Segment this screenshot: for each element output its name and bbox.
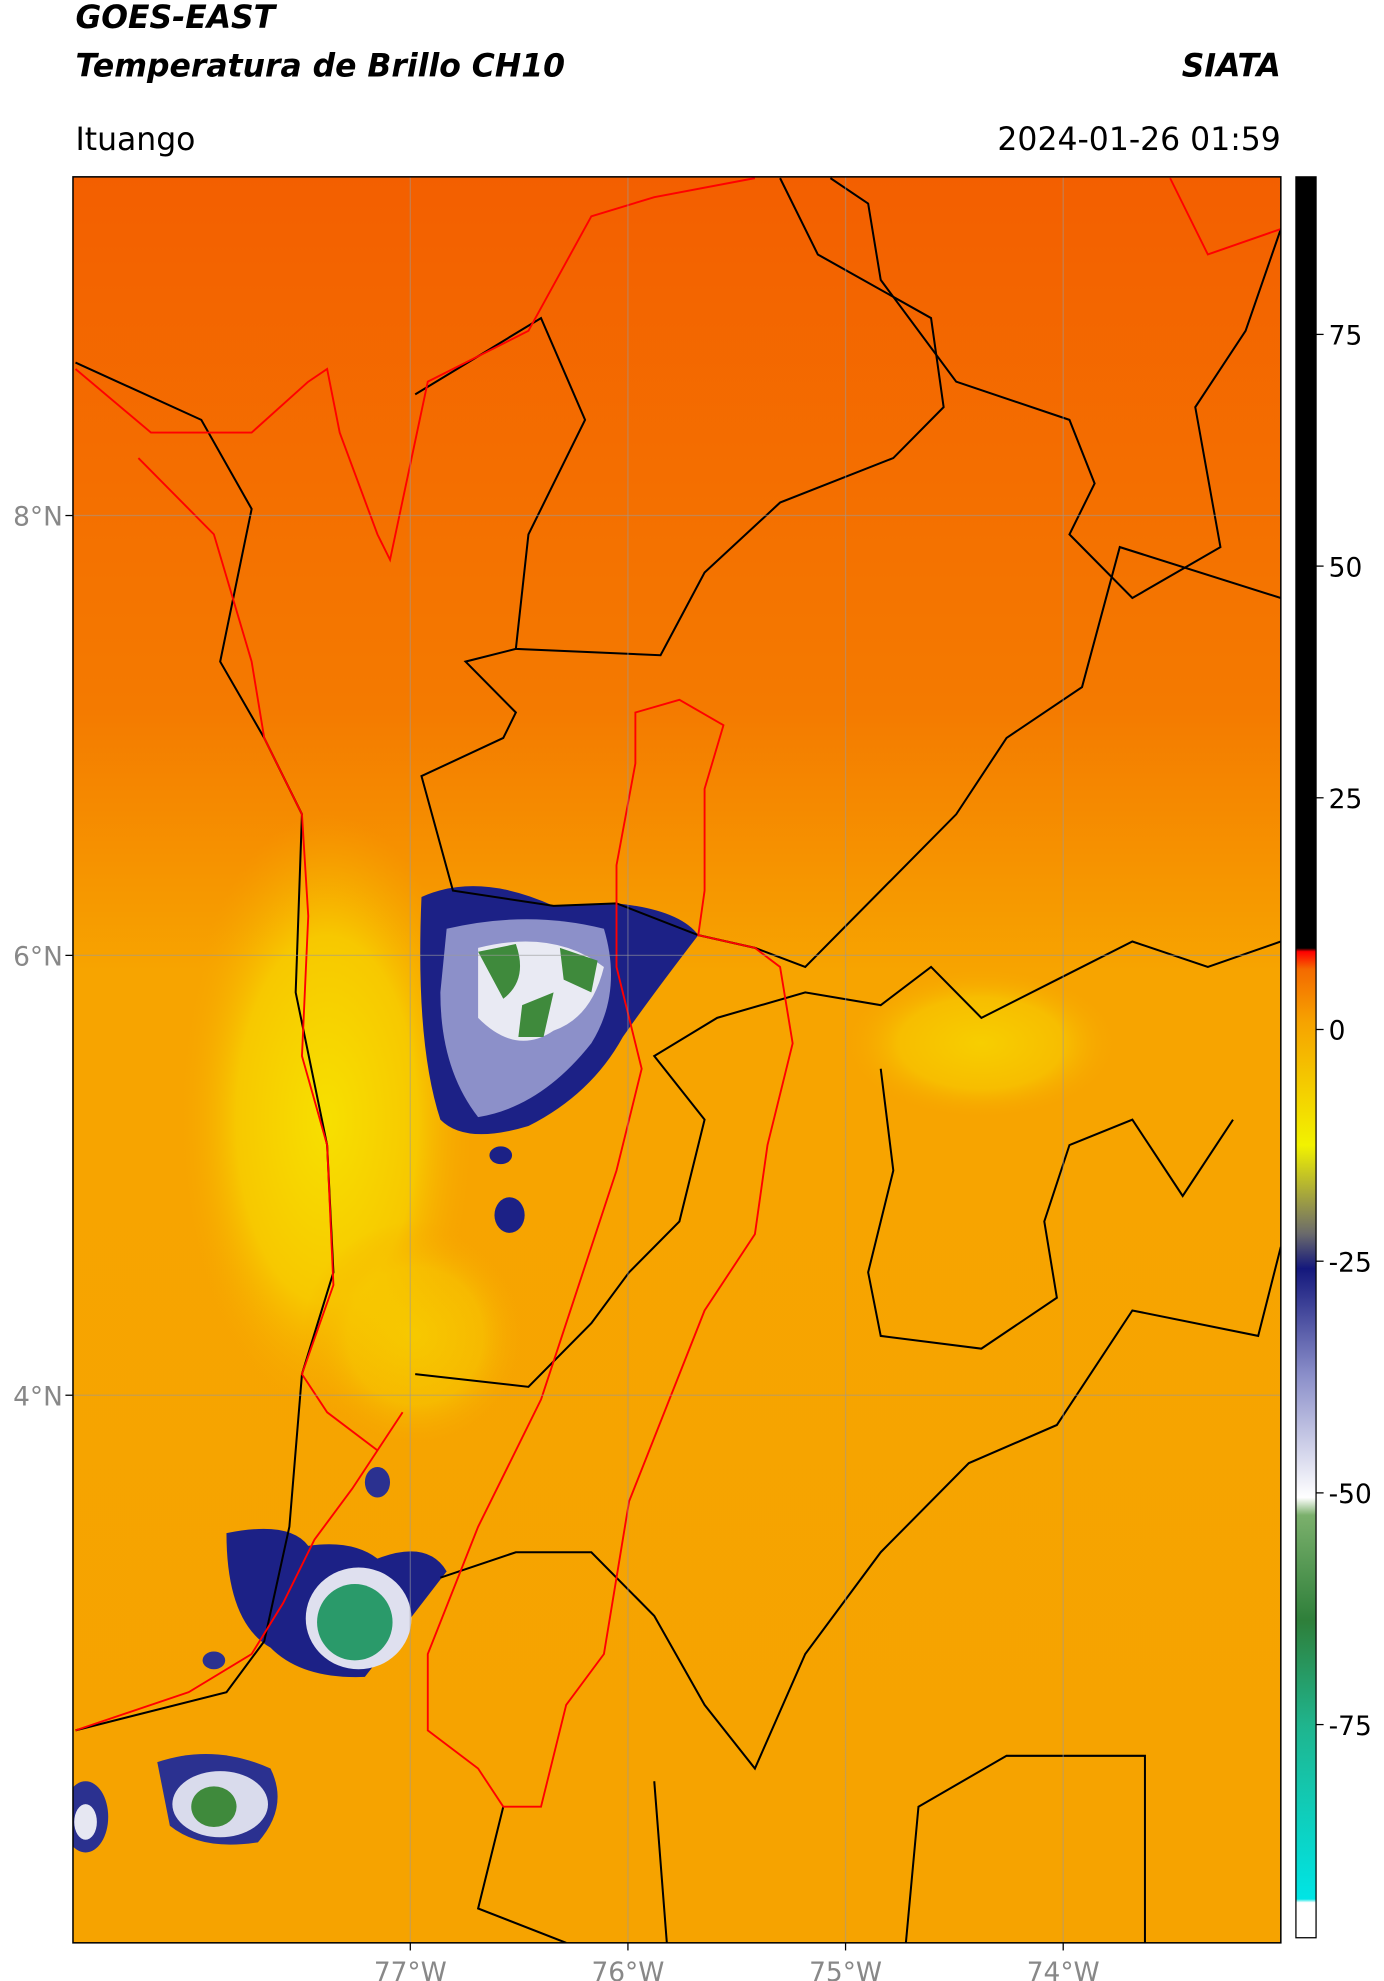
grid — [72, 176, 1281, 1943]
x-tick-label: 77°W — [374, 1957, 447, 1981]
x-tick-label: 76°W — [591, 1957, 664, 1981]
colorbar-tick-label: -75 — [1329, 1711, 1372, 1742]
coastline-and-basin — [74, 177, 1281, 1808]
colorbar-tick-label: 0 — [1329, 1016, 1346, 1047]
location: Ituango — [75, 122, 195, 158]
x-tick-label: 74°W — [1027, 1957, 1100, 1981]
colorbar-tick-label: 25 — [1329, 784, 1363, 815]
x-tick-label: 75°W — [809, 1957, 882, 1981]
colorbar-tick-label: -50 — [1329, 1479, 1372, 1510]
map-frame — [72, 176, 1282, 1944]
subtitle: Temperatura de Brillo CH10 — [75, 48, 564, 84]
colorbar-tick-label: 50 — [1329, 552, 1363, 583]
datetime: 2024-01-26 01:59 — [997, 122, 1280, 158]
colorbar — [1295, 176, 1317, 1939]
map-image — [72, 176, 1281, 1943]
title: GOES-EAST — [75, 0, 277, 36]
colorbar-tick-label: -25 — [1329, 1247, 1372, 1278]
y-tick-label: 4°N — [13, 1381, 63, 1412]
y-tick-label: 6°N — [13, 941, 63, 972]
source: SIATA — [1182, 48, 1281, 84]
y-tick-label: 8°N — [13, 502, 63, 533]
colorbar-tick-label: 75 — [1329, 320, 1363, 351]
